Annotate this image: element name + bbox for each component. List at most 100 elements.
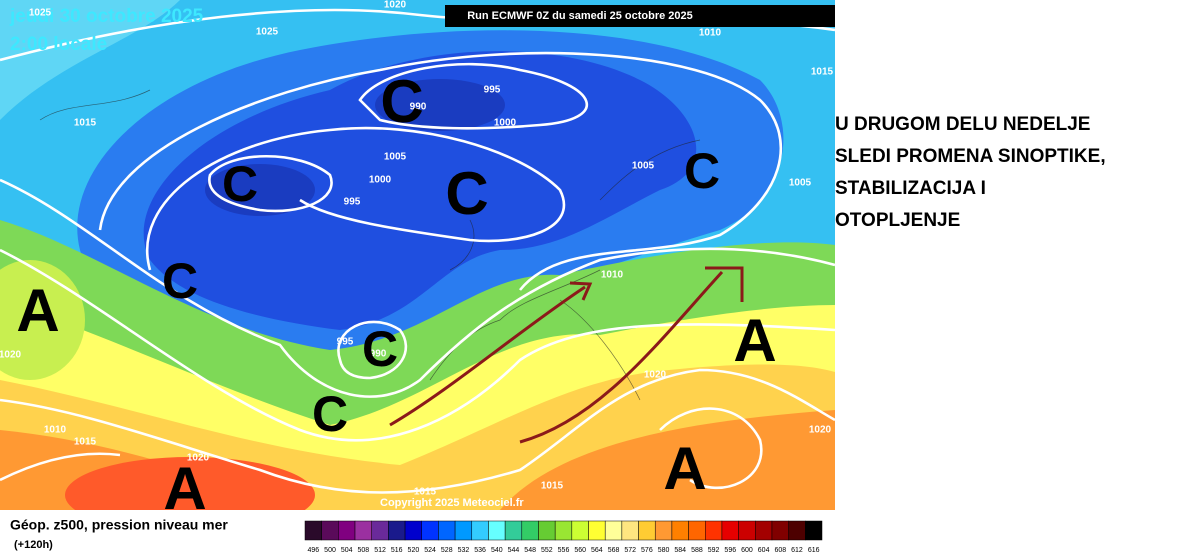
- scale-swatch: [755, 520, 773, 541]
- scale-swatch: [671, 520, 689, 541]
- isobar-label: 990: [370, 349, 387, 360]
- scale-swatch: [654, 520, 673, 541]
- isobar-label: 1025: [29, 8, 52, 19]
- isobar-label: 1005: [789, 178, 812, 189]
- scale-label: 592: [708, 547, 720, 554]
- scale-swatch: [421, 520, 439, 541]
- scale-label: 496: [307, 547, 319, 554]
- scale-swatch: [521, 520, 539, 541]
- scale-label: 532: [458, 547, 470, 554]
- pressure-system: C: [445, 160, 488, 227]
- scale-swatch: [705, 520, 723, 541]
- isobar-label: 1005: [384, 152, 407, 163]
- scale-label: 576: [641, 547, 653, 554]
- isobar-label: 995: [484, 85, 501, 96]
- forecast-date: jeudi 30 octobre 2025: [9, 6, 204, 27]
- isobar-label: 1015: [74, 437, 97, 448]
- isobar-label: 1020: [0, 350, 22, 361]
- scale-label: 552: [541, 547, 553, 554]
- isobar-label: 1010: [44, 425, 67, 436]
- scale-label: 572: [624, 547, 636, 554]
- pressure-system: C: [312, 386, 348, 442]
- scale-label: 536: [474, 547, 486, 554]
- pressure-system: C: [380, 68, 423, 135]
- pressure-system: C: [222, 156, 258, 212]
- scale-label: 504: [341, 547, 353, 554]
- scale-label: 524: [424, 547, 436, 554]
- pressure-system: C: [362, 321, 398, 377]
- isobar-label: 1015: [74, 118, 97, 129]
- forecast-time: 2:00 locale: [10, 34, 107, 55]
- scale-label: 508: [358, 547, 370, 554]
- pressure-system: C: [162, 253, 198, 309]
- isobar-label: 1020: [644, 370, 667, 381]
- scale-swatch: [738, 520, 756, 541]
- isobar-label: 1000: [494, 118, 517, 129]
- scale-swatch: [788, 520, 806, 541]
- scale-label: 584: [674, 547, 686, 554]
- scale-swatch: [404, 520, 422, 541]
- scale-label: 568: [608, 547, 620, 554]
- scale-swatch: [454, 520, 473, 541]
- scale-label: 556: [558, 547, 570, 554]
- isobar-label: 1020: [809, 425, 832, 436]
- isobar-label: 1020: [187, 453, 210, 464]
- scale-swatch: [304, 520, 322, 541]
- scale-swatch: [571, 520, 589, 541]
- scale-label: 608: [774, 547, 786, 554]
- isobar-label: 1020: [384, 0, 407, 11]
- footer-title: Géop. z500, pression niveau mer: [10, 517, 228, 533]
- pressure-system: A: [663, 435, 706, 502]
- scale-label: 500: [324, 547, 336, 554]
- scale-swatch: [471, 520, 489, 541]
- scale-swatch: [488, 520, 506, 541]
- run-info: Run ECMWF 0Z du samedi 25 octobre 2025: [467, 10, 693, 22]
- scale-swatch: [371, 520, 389, 541]
- scale-swatch: [438, 520, 456, 541]
- scale-label: 560: [574, 547, 586, 554]
- pressure-system: A: [163, 455, 206, 522]
- scale-label: 604: [758, 547, 770, 554]
- scale-label: 512: [374, 547, 386, 554]
- scale-swatch: [721, 520, 739, 541]
- scale-swatch: [604, 520, 623, 541]
- scale-swatch: [354, 520, 372, 541]
- scale-swatch: [504, 520, 523, 541]
- scale-label: 580: [658, 547, 670, 554]
- isobar-label: 1000: [369, 175, 392, 186]
- scale-label: 564: [591, 547, 603, 554]
- scale-label: 544: [508, 547, 520, 554]
- annotation-line: OTOPLJENJE: [835, 210, 960, 231]
- isobar-label: 995: [344, 197, 361, 208]
- isobar-label: 1015: [541, 481, 564, 492]
- copyright: Copyright 2025 Meteociel.fr: [380, 497, 524, 509]
- scale-swatch: [554, 520, 573, 541]
- scale-swatch: [638, 520, 656, 541]
- annotation-line: U DRUGOM DELU NEDELJE: [835, 114, 1090, 135]
- isobar-label: 995: [337, 337, 354, 348]
- scale-swatch: [688, 520, 706, 541]
- isobar-label: 1015: [811, 67, 834, 78]
- isobar-label: 1015: [414, 487, 437, 498]
- scale-label: 528: [441, 547, 453, 554]
- scale-swatch: [538, 520, 556, 541]
- scale-label: 600: [741, 547, 753, 554]
- map: [0, 0, 835, 510]
- scale-label: 588: [691, 547, 703, 554]
- scale-label: 516: [391, 547, 403, 554]
- pressure-system: A: [733, 307, 776, 374]
- scale-label: 616: [808, 547, 820, 554]
- scale-swatch: [771, 520, 789, 541]
- scale-label: 548: [524, 547, 536, 554]
- scale-swatch: [805, 520, 823, 541]
- scale-label: 596: [724, 547, 736, 554]
- isobar-label: 1025: [256, 27, 279, 38]
- scale-swatch: [338, 520, 356, 541]
- pressure-system: A: [16, 277, 59, 344]
- isobar-label: 1005: [632, 161, 655, 172]
- scale-label: 520: [408, 547, 420, 554]
- isobar-label: 1010: [699, 28, 722, 39]
- footer-subtitle: (+120h): [14, 539, 53, 551]
- scale-label: 612: [791, 547, 803, 554]
